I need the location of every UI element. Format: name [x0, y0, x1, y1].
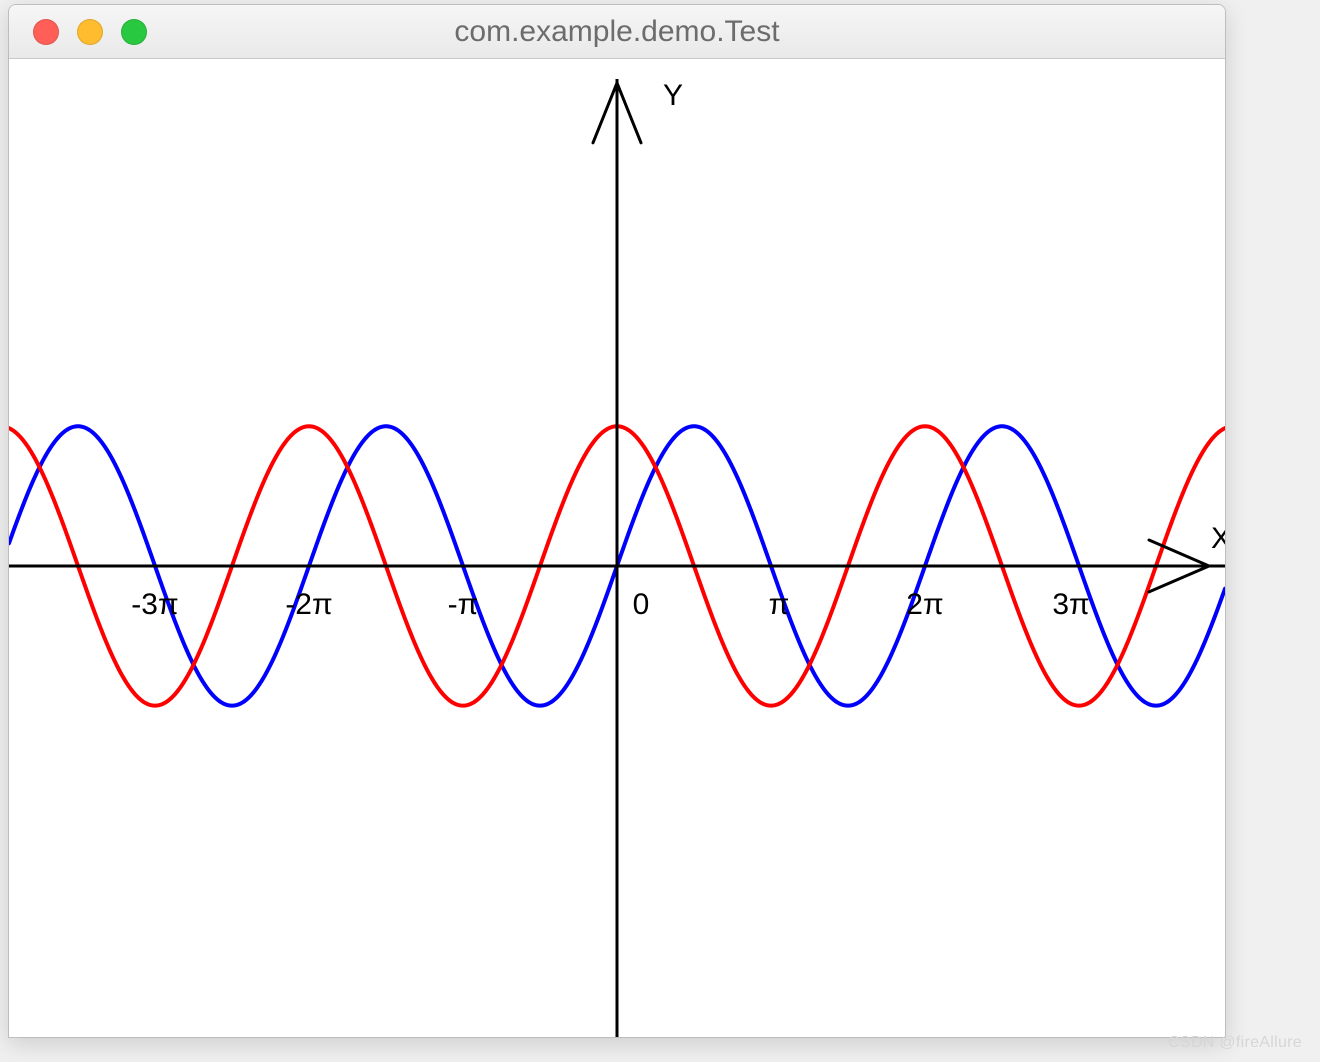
traffic-lights [9, 19, 147, 45]
x-axis-label: X [1211, 522, 1225, 555]
titlebar[interactable]: com.example.demo.Test [9, 5, 1225, 59]
x-tick-label: -2π [285, 588, 332, 621]
x-tick-label: -3π [131, 588, 178, 621]
maximize-icon[interactable] [121, 19, 147, 45]
x-tick-label: π [769, 588, 790, 621]
minimize-icon[interactable] [77, 19, 103, 45]
y-axis-label: Y [663, 79, 683, 112]
x-tick-label: 3π [1052, 588, 1089, 621]
x-tick-label: 2π [906, 588, 943, 621]
plot-svg: X -3π -2π -π 0 π 2π 3π Y [9, 59, 1225, 1037]
plot-canvas: X -3π -2π -π 0 π 2π 3π Y [9, 59, 1225, 1037]
x-tick-label: -π [448, 588, 479, 621]
close-icon[interactable] [33, 19, 59, 45]
window-title: com.example.demo.Test [9, 15, 1225, 49]
x-tick-label: 0 [633, 588, 650, 621]
app-window: com.example.demo.Test X -3π -2π -π 0 π 2π 3π Y [8, 4, 1226, 1038]
watermark-text: CSDN @fireAllure [1168, 1034, 1302, 1052]
